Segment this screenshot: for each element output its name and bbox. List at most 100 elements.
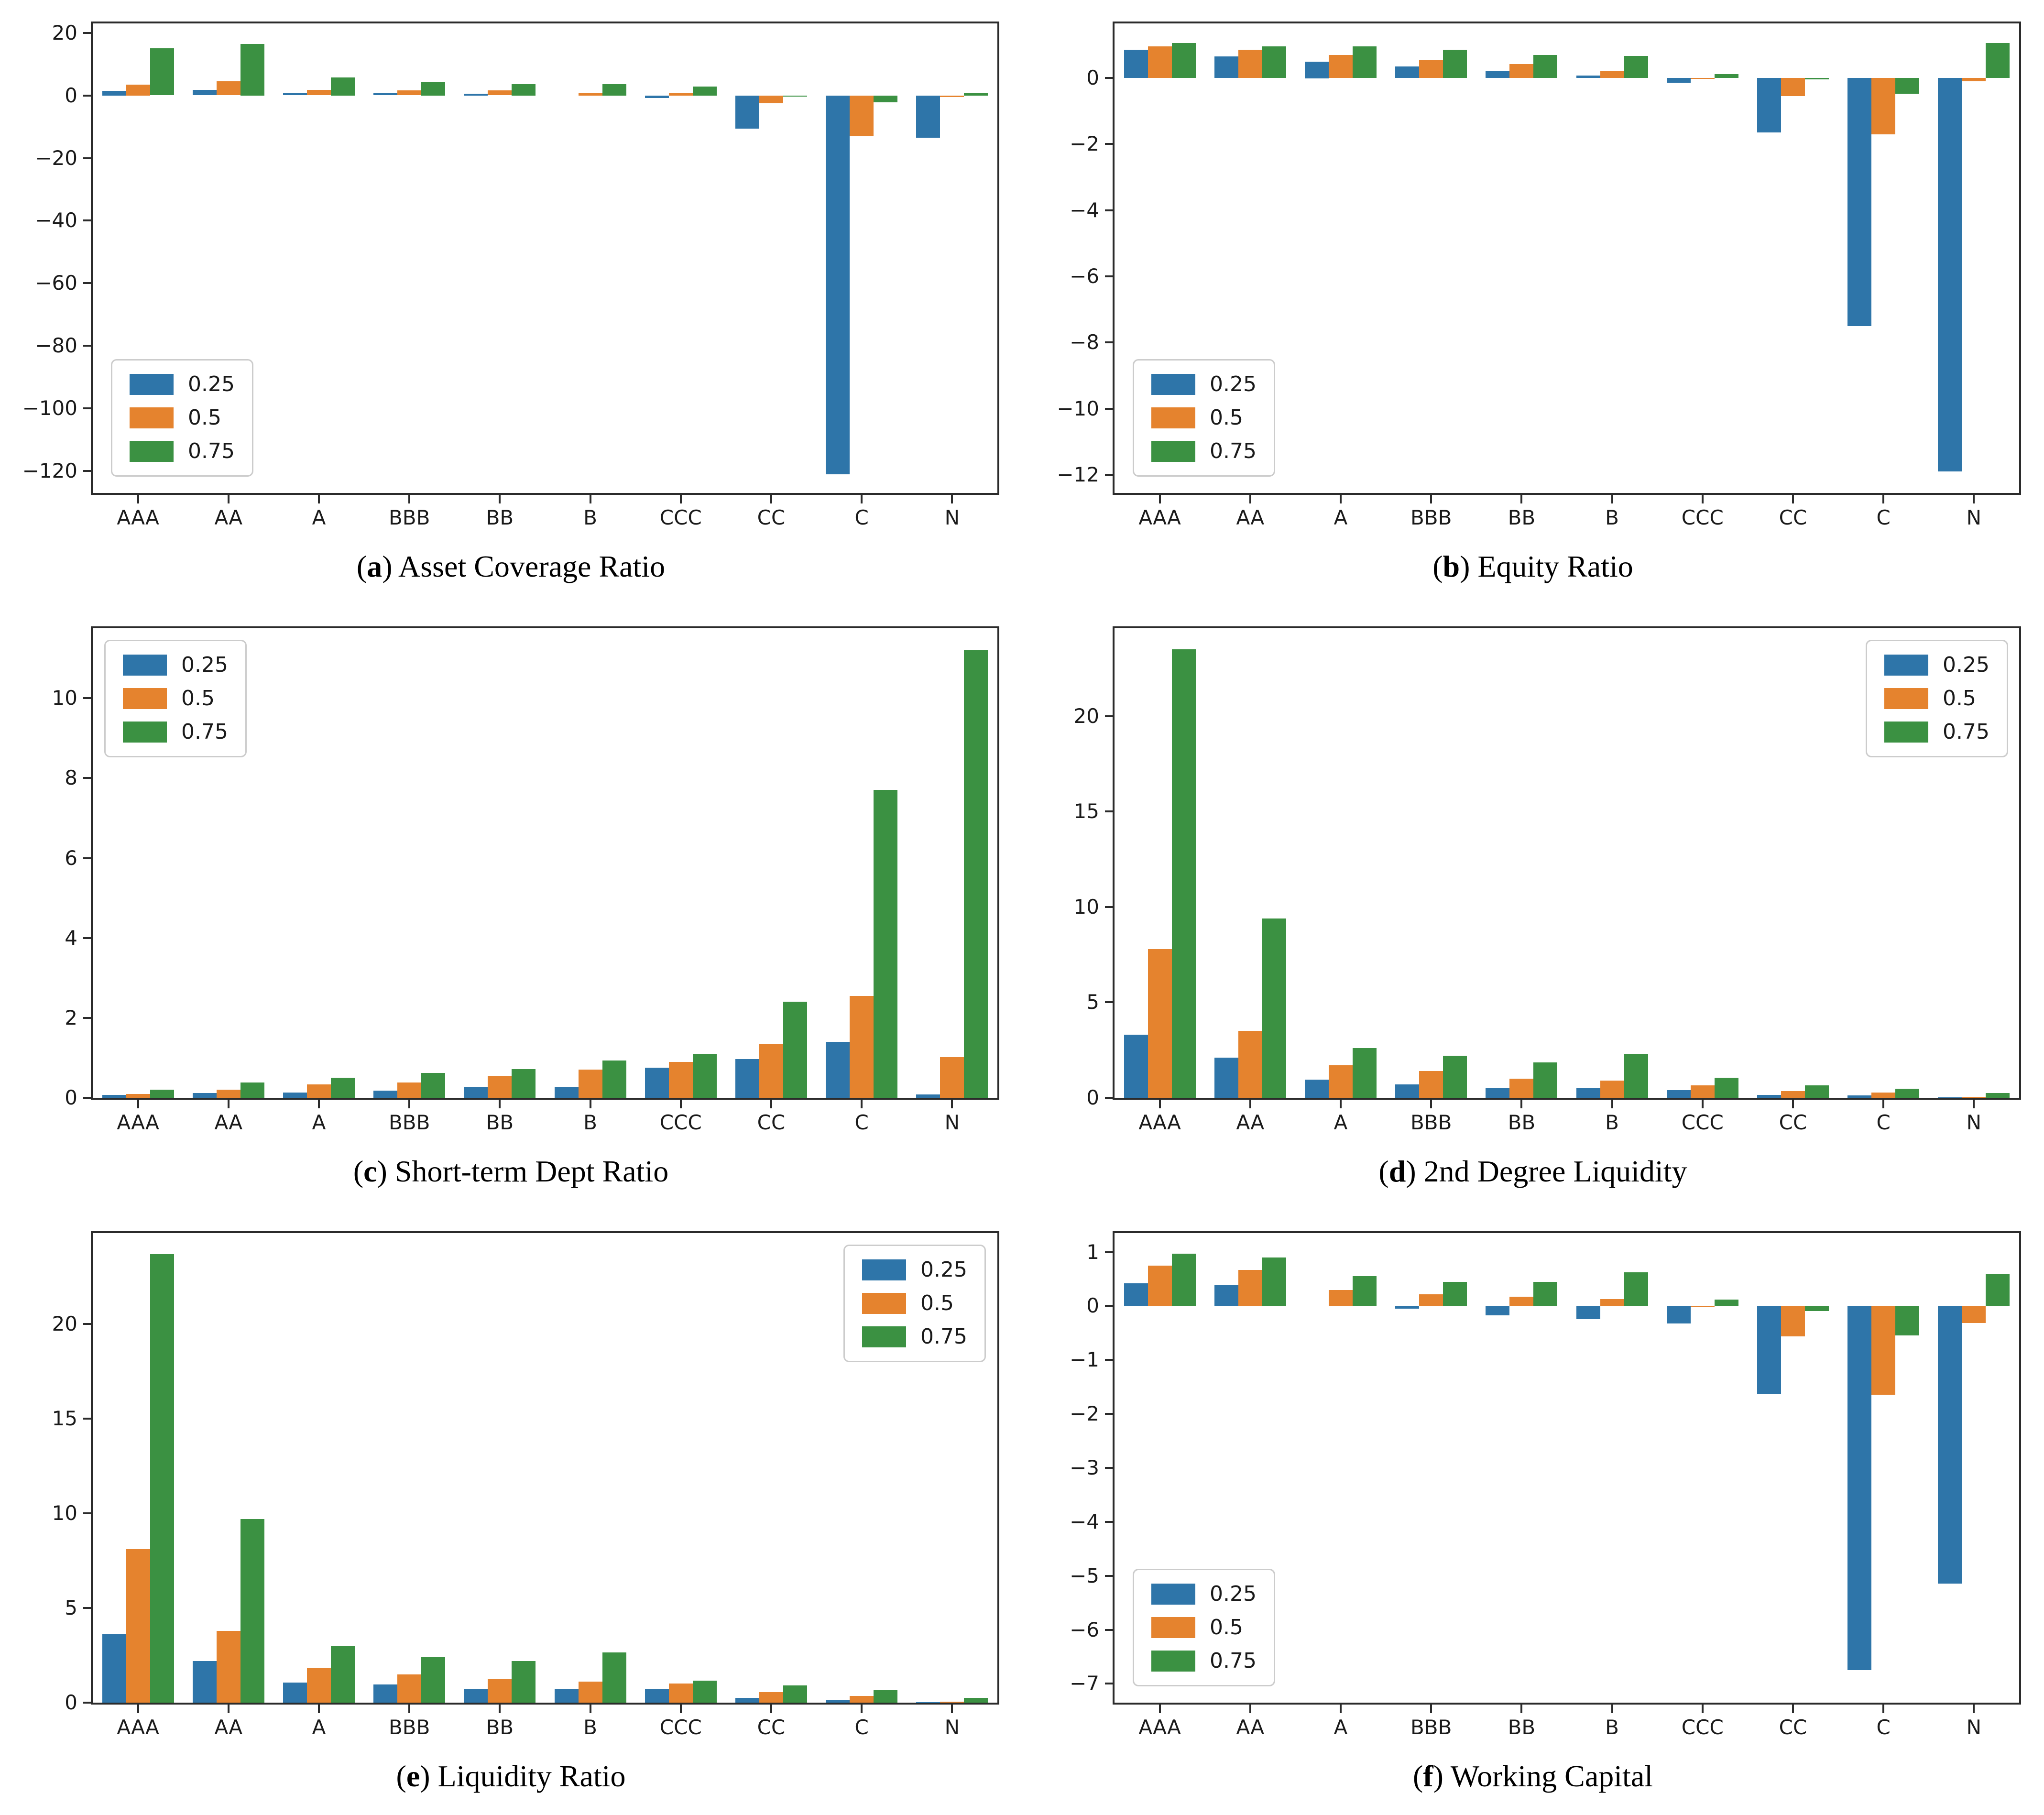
chart-cell-c: 0 2 4 6 8 10 AAA AA A BBB BB B CCC CC C N 0.25 0.5 0.75 (c)… bbox=[0, 605, 1022, 1210]
bar-0.25-BB bbox=[464, 1086, 488, 1098]
bar-0.25-AA bbox=[1214, 1285, 1238, 1306]
x-axis-tick-label: A bbox=[312, 506, 326, 529]
plot-area bbox=[1113, 1231, 2021, 1705]
y-axis-tick bbox=[83, 1607, 91, 1609]
x-axis-tick-label: BBB bbox=[388, 506, 430, 529]
y-axis-tick bbox=[83, 937, 91, 939]
legend-entry: 0.75 bbox=[1151, 1651, 1257, 1672]
x-axis-tick bbox=[408, 1100, 411, 1108]
legend: 0.25 0.5 0.75 bbox=[843, 1245, 986, 1362]
chart-cell-e: 0 5 10 15 20 AAA AA A BBB BB B CCC CC C N 0.25 0.5 0.75 (e… bbox=[0, 1210, 1022, 1815]
y-axis-tick bbox=[1105, 1520, 1113, 1523]
x-axis-tick-label: CC bbox=[1779, 506, 1807, 529]
bar-0.5-CCC bbox=[1691, 1085, 1715, 1098]
legend: 0.25 0.5 0.75 bbox=[1133, 359, 1275, 477]
bar-0.5-AAA bbox=[126, 1549, 150, 1703]
bar-0.25-B bbox=[1576, 76, 1600, 78]
bar-0.5-A bbox=[1329, 55, 1353, 78]
bar-0.25-CCC bbox=[1667, 1090, 1691, 1098]
bar-0.5-BBB bbox=[397, 1674, 421, 1703]
x-axis-tick bbox=[318, 1100, 320, 1108]
bar-0.5-CC bbox=[759, 1044, 783, 1098]
bar-0.5-AA bbox=[1238, 1269, 1262, 1306]
x-axis-tick-label: AA bbox=[214, 506, 243, 529]
x-axis-tick bbox=[1159, 495, 1161, 503]
legend-label: 0.25 bbox=[188, 372, 235, 396]
x-axis-tick-label: CC bbox=[1779, 1111, 1807, 1134]
legend-label: 0.25 bbox=[920, 1257, 967, 1282]
bar-0.75-B bbox=[602, 1652, 626, 1703]
legend-swatch bbox=[862, 1326, 907, 1347]
x-axis-tick-label: B bbox=[1605, 1111, 1619, 1134]
bar-0.5-B bbox=[579, 92, 602, 96]
y-axis-tick-label: 10 bbox=[52, 686, 77, 710]
bar-0.5-CC bbox=[1781, 78, 1805, 97]
legend-entry: 0.25 bbox=[1884, 655, 1989, 676]
x-axis-tick bbox=[679, 1100, 682, 1108]
x-axis-tick bbox=[951, 495, 953, 503]
bar-0.5-B bbox=[579, 1682, 602, 1703]
legend-swatch bbox=[123, 688, 167, 709]
bar-0.5-AA bbox=[217, 1090, 240, 1098]
bar-0.75-N bbox=[1986, 1093, 2010, 1098]
bar-0.75-BB bbox=[512, 1661, 536, 1703]
x-axis-tick bbox=[951, 1705, 953, 1713]
x-axis-tick-label: AAA bbox=[1138, 1111, 1181, 1134]
legend: 0.25 0.5 0.75 bbox=[111, 359, 253, 477]
x-axis-tick-label: A bbox=[1334, 1111, 1348, 1134]
y-axis-tick-label: −4 bbox=[1070, 198, 1099, 222]
legend: 0.25 0.5 0.75 bbox=[104, 640, 247, 757]
bar-0.25-CC bbox=[735, 95, 759, 129]
bar-0.5-CCC bbox=[1691, 78, 1715, 79]
x-axis-tick-label: BB bbox=[486, 506, 514, 529]
y-axis-tick-label: 20 bbox=[1073, 704, 1099, 728]
y-axis-tick bbox=[83, 32, 91, 34]
bar-0.25-C bbox=[1847, 78, 1871, 327]
x-axis-tick bbox=[1611, 1705, 1613, 1713]
y-axis-tick-label: 5 bbox=[1086, 990, 1099, 1014]
x-axis-tick-label: A bbox=[312, 1111, 326, 1134]
legend-entry: 0.25 bbox=[130, 374, 235, 395]
bar-0.5-AA bbox=[1238, 50, 1262, 78]
y-axis-tick bbox=[83, 1323, 91, 1325]
x-axis-tick bbox=[1701, 1100, 1704, 1108]
y-axis-tick-label: 1 bbox=[1086, 1240, 1099, 1264]
bar-0.25-B bbox=[555, 1689, 579, 1703]
bar-0.5-AAA bbox=[1148, 1265, 1172, 1306]
legend-entry: 0.5 bbox=[1151, 407, 1257, 428]
bar-0.25-AA bbox=[193, 1093, 217, 1098]
bar-0.75-AAA bbox=[1172, 649, 1196, 1098]
bar-0.5-AA bbox=[1238, 1031, 1262, 1098]
bar-0.75-CC bbox=[1805, 78, 1829, 80]
bar-0.75-BB bbox=[1533, 55, 1557, 78]
y-axis-tick-label: −6 bbox=[1070, 264, 1099, 288]
x-axis-tick bbox=[589, 1705, 591, 1713]
bar-0.25-BBB bbox=[373, 93, 397, 96]
bar-0.75-AAA bbox=[1172, 1253, 1196, 1306]
y-axis-tick-label: 15 bbox=[1073, 799, 1099, 823]
legend-entry: 0.75 bbox=[1151, 441, 1257, 462]
bar-0.25-C bbox=[1847, 1306, 1871, 1671]
bar-0.5-BB bbox=[488, 1076, 512, 1098]
x-axis-tick-label: C bbox=[854, 1716, 869, 1739]
bar-0.75-CC bbox=[783, 1685, 807, 1703]
bar-0.25-C bbox=[826, 1700, 850, 1703]
bar-0.25-AA bbox=[193, 90, 217, 96]
bar-0.25-BB bbox=[1486, 1306, 1509, 1316]
bar-0.75-BB bbox=[1533, 1062, 1557, 1098]
x-axis-tick-label: CC bbox=[757, 506, 786, 529]
bar-0.75-C bbox=[874, 1690, 897, 1703]
bar-0.75-C bbox=[1895, 78, 1919, 94]
caption: (f) Working Capital bbox=[1413, 1759, 1653, 1793]
legend-label: 0.75 bbox=[1210, 439, 1257, 463]
x-axis-tick-label: B bbox=[583, 506, 597, 529]
bar-0.5-N bbox=[940, 1057, 964, 1098]
bar-0.75-A bbox=[331, 1646, 355, 1703]
x-axis-tick bbox=[1611, 1100, 1613, 1108]
x-axis-tick-label: BBB bbox=[388, 1111, 430, 1134]
bar-0.75-C bbox=[874, 790, 897, 1098]
x-axis-tick-label: BB bbox=[1508, 1716, 1536, 1739]
x-axis-tick bbox=[1159, 1100, 1161, 1108]
bar-0.5-CC bbox=[759, 95, 783, 103]
x-axis-tick-label: BB bbox=[1508, 506, 1536, 529]
